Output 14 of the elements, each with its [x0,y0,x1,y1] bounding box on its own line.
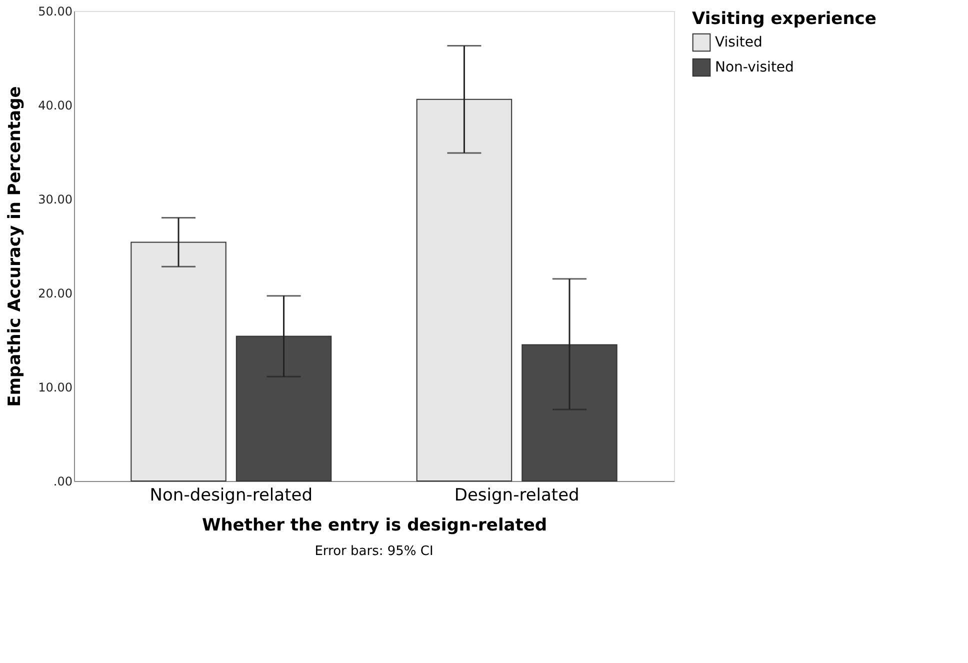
y-tick-label: 20.00 [38,286,72,300]
y-tick-label: 50.00 [38,4,72,18]
text: Error bars: 95% CI [314,544,434,559]
y-tick-label: .00 [53,474,72,488]
y-tick-label: 40.00 [38,98,72,112]
x-axis-title: Whether the entry is design-related [202,516,548,536]
y-tick-label: 10.00 [38,380,72,394]
legend-label: Non-visited [715,60,794,76]
legend-title: Visiting experience [692,9,876,29]
legend-label: Visited [715,34,762,50]
x-tick-label: Non-design-related [150,486,312,506]
y-tick-label: 30.00 [38,192,72,206]
x-tick-label: Design-related [454,486,580,506]
y-axis-title: Empathic Accuracy in Percentage [5,86,26,407]
